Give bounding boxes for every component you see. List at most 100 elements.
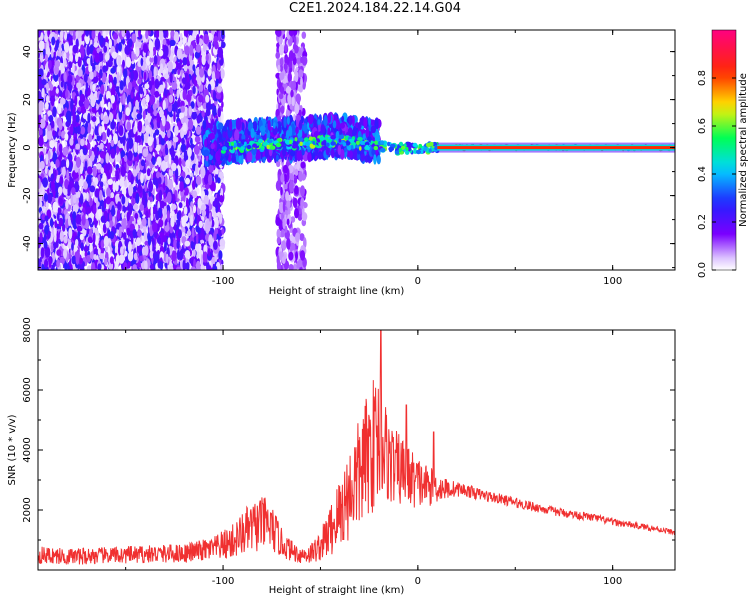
heatmap-cell [44, 32, 48, 43]
heatmap-cells [38, 30, 675, 270]
heatmap-cell [68, 215, 71, 227]
heatmap-cell [89, 185, 96, 193]
heatmap-cell [220, 239, 226, 247]
heatmap-cell [106, 127, 111, 138]
heatmap-cell [125, 56, 132, 68]
heatmap-cell [63, 235, 68, 244]
heatmap-cell [67, 184, 71, 197]
heatmap-cell [72, 62, 75, 74]
heatmap-cell [52, 201, 59, 213]
heatmap-cell [166, 114, 170, 123]
heatmap-cell [117, 201, 121, 211]
heatmap-cell [196, 34, 200, 45]
heatmap-cell [63, 58, 67, 67]
heatmap-cell [102, 65, 108, 73]
heatmap-cell [90, 55, 93, 67]
heatmap-cell [201, 54, 206, 66]
heatmap-cell [118, 254, 125, 264]
heatmap-cell [127, 251, 134, 262]
heatmap-cell [211, 30, 215, 36]
heatmap-cell [106, 187, 111, 198]
heatmap-cell [154, 38, 161, 50]
heatmap-cell [168, 94, 174, 104]
heatmap-cell [63, 41, 70, 53]
heatmap-cell [53, 169, 57, 181]
heatmap-cell [147, 136, 153, 147]
heatmap-cell [162, 38, 167, 46]
heatmap-cell [65, 200, 69, 210]
heatmap-cell [164, 174, 168, 187]
heatmap-cell [112, 180, 116, 193]
heatmap-cell [60, 81, 64, 88]
heatmap-cell [190, 137, 193, 146]
heatmap-cell [215, 205, 218, 213]
heatmap-cell [100, 84, 105, 95]
heatmap-cell [141, 217, 147, 227]
heatmap-cell [80, 105, 86, 114]
heatmap-cell [129, 203, 133, 214]
heatmap-cell [184, 45, 190, 56]
heatmap-cell [201, 110, 205, 118]
heatmap-cell [99, 93, 103, 102]
heatmap-cell [127, 261, 131, 269]
heatmap-cell [122, 136, 126, 147]
heatmap-cell [191, 111, 198, 120]
heatmap-cell [180, 143, 187, 153]
heatmap-cell [67, 74, 73, 84]
heatmap-cell [50, 95, 55, 107]
heatmap-cell [218, 250, 223, 260]
heatmap-cell [216, 177, 221, 184]
heatmap-cell [136, 113, 143, 120]
heatmap-cell [94, 177, 99, 186]
heatmap-cell [38, 52, 41, 59]
heatmap-cell [152, 177, 157, 185]
heatmap-cell [80, 126, 86, 135]
heatmap-cell [140, 172, 144, 184]
heatmap-cell [218, 30, 221, 42]
heatmap-cell [38, 100, 44, 111]
heatmap-cell [165, 147, 169, 156]
heatmap-cell [86, 44, 91, 56]
heatmap-cell [109, 134, 112, 142]
heatmap-cell [65, 120, 71, 128]
heatmap-cell [158, 176, 162, 185]
heatmap-cell [110, 139, 115, 147]
heatmap-cell [99, 142, 104, 150]
heatmap-cell [186, 262, 190, 270]
heatmap-cell [179, 32, 183, 41]
heatmap-cell [152, 103, 157, 111]
heatmap-cell [72, 112, 77, 123]
heatmap-cell [120, 165, 126, 177]
heatmap-cell [181, 77, 186, 84]
heatmap-cell [130, 70, 134, 82]
heatmap-cell [51, 36, 56, 46]
heatmap-cell [50, 161, 55, 168]
heatmap-cell [214, 70, 220, 80]
heatmap-cell [203, 33, 209, 45]
heatmap-cell [192, 190, 198, 198]
heatmap-cell [177, 68, 181, 75]
heatmap-cell [179, 181, 184, 192]
heatmap-cell [64, 133, 69, 141]
heatmap-cell [186, 230, 192, 237]
heatmap-cell [179, 249, 184, 261]
heatmap-cell [110, 192, 115, 199]
heatmap-cell [163, 192, 167, 199]
heatmap-cell [154, 253, 160, 262]
heatmap-cell [217, 107, 221, 118]
heatmap-cell [179, 112, 185, 119]
heatmap-cell [216, 85, 223, 93]
heatmap-cell [92, 64, 96, 71]
heatmap-cell [173, 111, 176, 123]
heatmap-cell [156, 156, 162, 166]
heatmap-cell [151, 76, 155, 86]
heatmap-cell [98, 74, 101, 82]
heatmap-cell [61, 159, 66, 167]
heatmap-cell [182, 57, 188, 66]
heatmap-cell [116, 154, 121, 163]
heatmap-cell [142, 97, 146, 107]
heatmap-cell [108, 74, 113, 82]
heatmap-cell [159, 189, 163, 201]
heatmap-cell [207, 83, 212, 93]
